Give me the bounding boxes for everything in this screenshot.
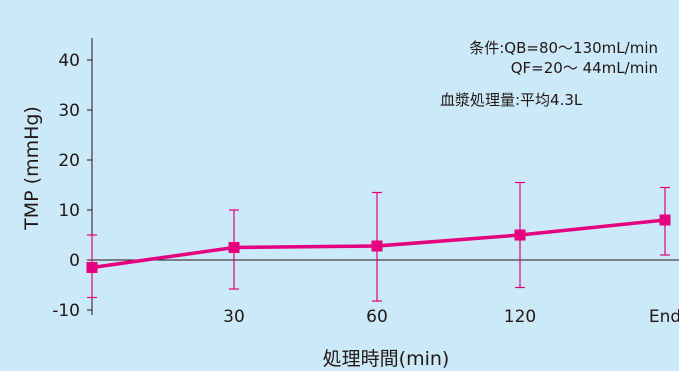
y-tick-label: 20 xyxy=(58,151,80,171)
annotation-plasma-volume: 血漿処理量:平均4.3L xyxy=(440,91,583,109)
data-point-marker xyxy=(228,242,240,253)
y-tick-label: 40 xyxy=(58,51,80,71)
axes-group xyxy=(91,38,679,315)
x-ticks-group: 30 60 120 End xyxy=(223,307,679,327)
x-tick-label: 120 xyxy=(504,307,536,327)
y-axis-title: TMP (mmHg) xyxy=(21,106,43,231)
y-ticks-group: -10 0 10 20 30 40 xyxy=(52,51,92,321)
y-tick-label: 10 xyxy=(58,201,80,221)
y-tick-label: 0 xyxy=(69,251,80,271)
markers-group xyxy=(86,214,671,273)
annotation-condition-qb: 条件:QB=80～130mL/min xyxy=(469,39,658,57)
data-point-marker xyxy=(86,262,98,273)
x-tick-label: 60 xyxy=(366,307,388,327)
y-tick-label: -10 xyxy=(52,301,80,321)
y-tick-label: 30 xyxy=(58,101,80,121)
annotation-condition-qf: QF=20～ 44mL/min xyxy=(511,59,658,77)
data-point-marker xyxy=(514,229,526,241)
data-point-marker xyxy=(371,240,383,252)
x-tick-label: End xyxy=(649,307,679,327)
x-tick-label: 30 xyxy=(223,307,245,327)
x-axis-title: 処理時間(min) xyxy=(323,348,450,370)
data-point-marker xyxy=(659,214,671,226)
